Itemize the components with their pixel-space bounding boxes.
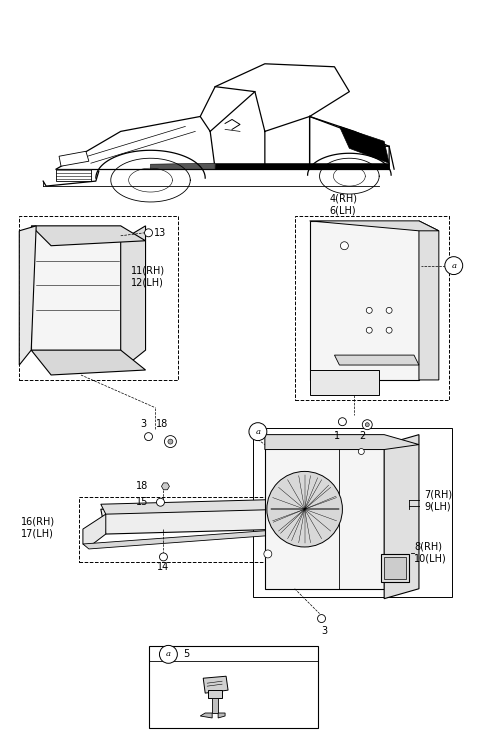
Text: 2: 2 bbox=[360, 431, 366, 441]
Polygon shape bbox=[335, 355, 419, 365]
Polygon shape bbox=[200, 713, 212, 718]
Text: 14: 14 bbox=[157, 562, 169, 572]
Text: a: a bbox=[166, 651, 171, 658]
Circle shape bbox=[156, 498, 165, 506]
Text: a: a bbox=[255, 428, 260, 436]
Circle shape bbox=[144, 433, 153, 441]
Text: 10(LH): 10(LH) bbox=[414, 554, 447, 564]
Polygon shape bbox=[120, 226, 145, 370]
Text: 16(RH): 16(RH) bbox=[21, 516, 55, 526]
Circle shape bbox=[159, 645, 178, 663]
Polygon shape bbox=[31, 350, 145, 375]
Circle shape bbox=[365, 422, 369, 427]
Circle shape bbox=[338, 418, 347, 425]
Bar bbox=[253, 428, 452, 597]
Bar bbox=[79, 497, 293, 562]
Polygon shape bbox=[101, 499, 288, 514]
Polygon shape bbox=[56, 169, 91, 181]
Text: 3: 3 bbox=[322, 626, 327, 637]
Circle shape bbox=[318, 614, 325, 622]
Bar bbox=[381, 554, 409, 582]
Text: a: a bbox=[451, 262, 456, 270]
Circle shape bbox=[386, 328, 392, 333]
Text: 13: 13 bbox=[154, 227, 166, 238]
Circle shape bbox=[267, 471, 342, 547]
Text: 4(RH): 4(RH) bbox=[329, 194, 358, 204]
Text: 11(RH): 11(RH) bbox=[131, 265, 165, 276]
Circle shape bbox=[362, 419, 372, 430]
Polygon shape bbox=[31, 226, 145, 246]
Polygon shape bbox=[310, 221, 419, 380]
Bar bbox=[19, 216, 179, 380]
Text: 12(LH): 12(LH) bbox=[131, 278, 164, 288]
Polygon shape bbox=[265, 435, 384, 589]
Circle shape bbox=[366, 308, 372, 313]
Bar bbox=[148, 646, 318, 728]
Polygon shape bbox=[218, 713, 225, 718]
Text: 5: 5 bbox=[183, 649, 190, 659]
Circle shape bbox=[386, 308, 392, 313]
Circle shape bbox=[159, 553, 168, 561]
Text: 18: 18 bbox=[136, 482, 148, 491]
Bar bbox=[384, 557, 406, 579]
Text: 8(RH): 8(RH) bbox=[414, 542, 442, 552]
Circle shape bbox=[168, 439, 173, 444]
Text: 18: 18 bbox=[156, 419, 168, 429]
Text: 6(LH): 6(LH) bbox=[329, 206, 356, 216]
Text: 1: 1 bbox=[335, 431, 341, 441]
Polygon shape bbox=[101, 504, 288, 534]
Circle shape bbox=[249, 422, 267, 441]
Circle shape bbox=[264, 550, 272, 558]
Polygon shape bbox=[419, 221, 439, 380]
Polygon shape bbox=[161, 483, 169, 490]
Circle shape bbox=[340, 242, 348, 250]
Polygon shape bbox=[83, 514, 106, 547]
Circle shape bbox=[165, 436, 176, 448]
Polygon shape bbox=[310, 370, 379, 395]
Polygon shape bbox=[212, 698, 218, 713]
Polygon shape bbox=[203, 677, 228, 693]
Text: 9(LH): 9(LH) bbox=[424, 501, 451, 511]
Bar bbox=[295, 216, 449, 400]
Polygon shape bbox=[384, 435, 419, 599]
Polygon shape bbox=[265, 435, 419, 450]
Circle shape bbox=[144, 229, 153, 237]
Circle shape bbox=[366, 328, 372, 333]
Polygon shape bbox=[31, 226, 120, 350]
Polygon shape bbox=[151, 163, 215, 169]
Circle shape bbox=[445, 256, 463, 275]
Polygon shape bbox=[208, 690, 222, 698]
Text: 3: 3 bbox=[141, 419, 147, 429]
Polygon shape bbox=[19, 226, 36, 365]
Text: 7(RH): 7(RH) bbox=[424, 489, 452, 499]
Polygon shape bbox=[215, 163, 389, 169]
Text: 15: 15 bbox=[136, 497, 148, 508]
Polygon shape bbox=[83, 529, 290, 549]
Circle shape bbox=[358, 448, 364, 454]
Text: 17(LH): 17(LH) bbox=[21, 528, 54, 538]
Polygon shape bbox=[59, 151, 89, 166]
Polygon shape bbox=[339, 127, 389, 163]
Polygon shape bbox=[310, 221, 439, 230]
